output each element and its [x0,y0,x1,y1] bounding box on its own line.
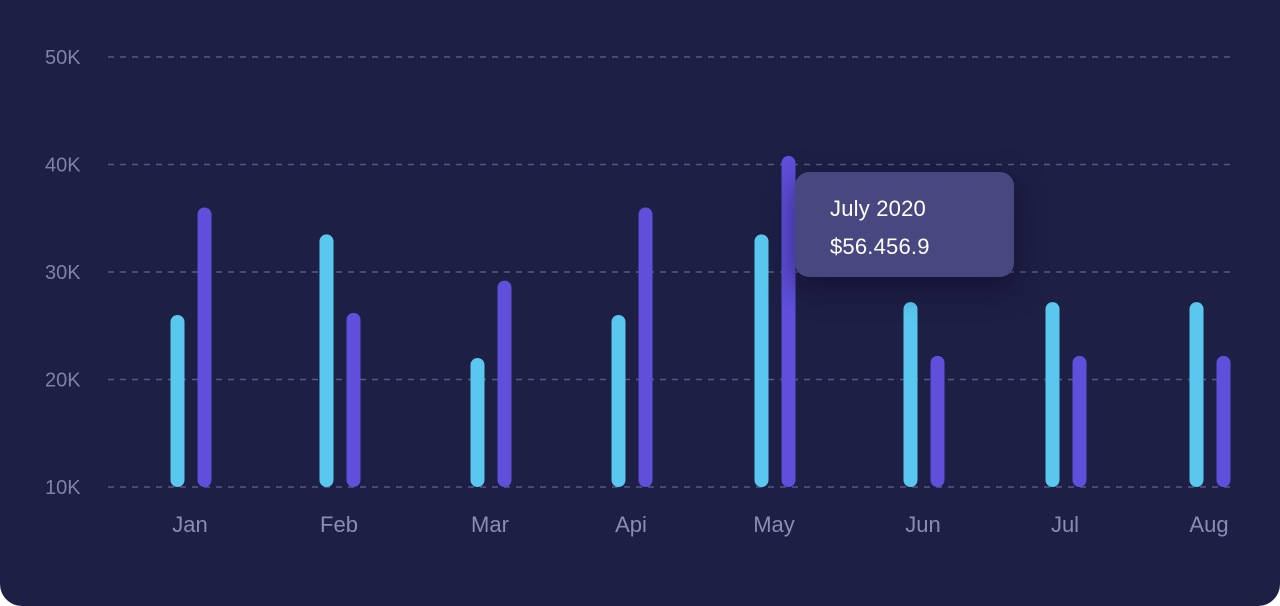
y-tick-label: 50K [45,47,81,69]
bar-series-1-aug[interactable] [1189,302,1204,487]
bar-series-1-jul[interactable] [1045,302,1060,487]
bar-series-2-aug[interactable] [1216,355,1231,487]
bar-series-2-jun[interactable] [930,355,945,487]
y-tick-label: 10K [45,477,81,499]
bar-series-1-jan[interactable] [170,315,185,487]
tooltip-date: July 2020 [830,196,926,221]
bar-series-2-mar[interactable] [497,280,512,487]
bar-series-2-feb[interactable] [346,312,361,487]
y-tick-label: 30K [45,262,81,284]
bar-series-2-api[interactable] [638,207,653,488]
bar-series-1-api[interactable] [611,315,626,487]
bar-series-1-may[interactable] [754,234,769,487]
y-tick-label: 20K [45,370,81,392]
chart-tooltip: July 2020 $56.456.9 [795,172,1014,277]
y-tick-label: 40K [45,155,81,177]
x-tick-label: May [753,512,795,537]
x-tick-label: Api [615,512,647,537]
x-tick-label: Feb [320,512,358,537]
tooltip-value: $56.456.9 [830,234,930,259]
bar-series-1-jun[interactable] [903,302,918,487]
x-tick-label: Jul [1051,512,1079,537]
x-tick-label: Jun [905,512,940,537]
bar-series-1-mar[interactable] [470,358,485,487]
x-tick-label: Mar [471,512,509,537]
x-tick-label: Jan [172,512,207,537]
bar-series-2-jan[interactable] [197,207,212,488]
bar-series-2-jul[interactable] [1072,355,1087,487]
bar-series-1-feb[interactable] [319,234,334,487]
x-tick-label: Aug [1189,512,1228,537]
bar-series-2-may[interactable] [781,155,796,487]
